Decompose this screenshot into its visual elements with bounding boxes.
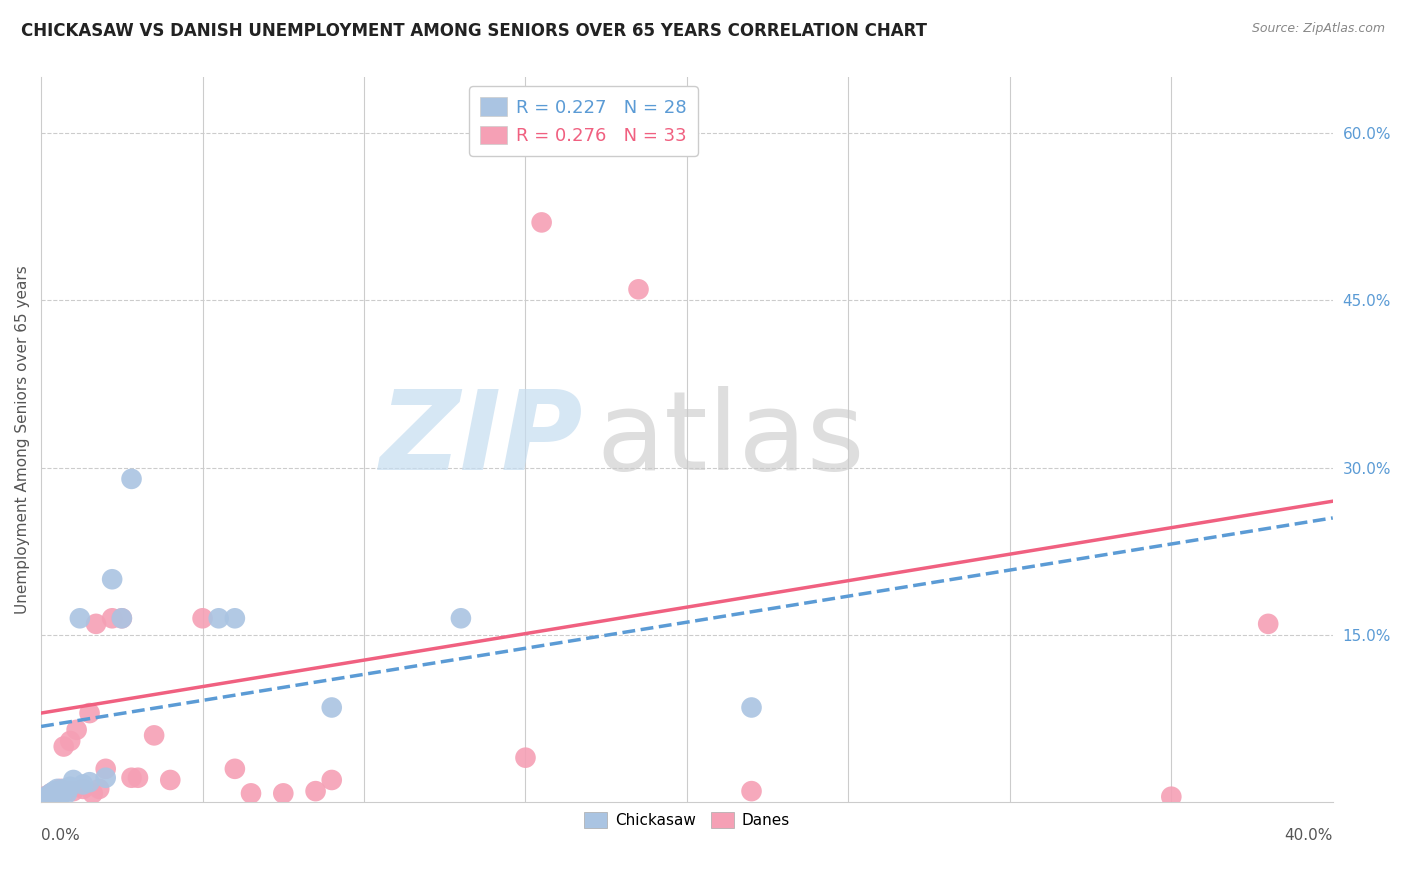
Legend: Chickasaw, Danes: Chickasaw, Danes (578, 806, 796, 835)
Point (79, 706, 101, 720)
Point (52, 739, 75, 754)
Point (143, 728, 166, 742)
Point (741, 784, 763, 798)
Point (121, 472, 143, 486)
Point (111, 611, 134, 625)
Point (42, 789, 65, 804)
Point (46, 786, 69, 800)
Point (82, 786, 104, 800)
Point (56, 784, 79, 798)
Point (69, 611, 91, 625)
Point (530, 215, 553, 229)
Point (94, 762, 117, 776)
Point (59, 734, 82, 748)
Point (240, 786, 263, 800)
Point (42, 784, 65, 798)
Point (72, 781, 94, 796)
Point (52, 781, 75, 796)
Point (37, 789, 59, 804)
Point (121, 771, 143, 785)
Point (37, 789, 59, 803)
Point (49, 781, 72, 796)
Point (37, 789, 59, 803)
Point (72, 777, 94, 791)
Point (84, 616, 107, 631)
Point (101, 572, 124, 586)
Point (321, 700, 343, 714)
Point (39, 786, 62, 800)
Point (224, 611, 246, 625)
Text: ZIP: ZIP (380, 386, 583, 493)
Point (627, 282, 650, 296)
Point (42, 788, 65, 802)
Point (49, 789, 72, 803)
Point (1257, 616, 1279, 631)
Point (46, 784, 69, 798)
Point (94, 771, 117, 785)
Point (101, 611, 124, 625)
Point (46, 781, 69, 796)
Point (304, 784, 326, 798)
Point (34, 790, 56, 805)
Y-axis label: Unemployment Among Seniors over 65 years: Unemployment Among Seniors over 65 years (15, 266, 30, 615)
Point (39, 786, 62, 800)
Text: CHICKASAW VS DANISH UNEMPLOYMENT AMONG SENIORS OVER 65 YEARS CORRELATION CHART: CHICKASAW VS DANISH UNEMPLOYMENT AMONG S… (21, 22, 927, 40)
Point (1160, 789, 1182, 804)
Point (208, 611, 231, 625)
Point (89, 781, 111, 796)
Point (741, 700, 763, 714)
Point (62, 772, 84, 787)
Point (79, 775, 101, 789)
Point (59, 780, 82, 794)
Point (159, 772, 181, 787)
Point (62, 784, 84, 798)
Point (34, 789, 56, 804)
Point (52, 784, 75, 798)
Point (49, 785, 72, 799)
Point (191, 611, 214, 625)
Point (66, 723, 89, 737)
Point (450, 611, 472, 625)
Point (515, 750, 537, 764)
Point (111, 611, 134, 625)
Point (271, 786, 294, 800)
Point (56, 786, 79, 800)
Text: 0.0%: 0.0% (41, 828, 80, 843)
Point (224, 762, 246, 776)
Point (321, 772, 343, 787)
Point (127, 771, 149, 785)
Text: atlas: atlas (596, 386, 865, 493)
Text: Source: ZipAtlas.com: Source: ZipAtlas.com (1251, 22, 1385, 36)
Text: 40.0%: 40.0% (1285, 828, 1333, 843)
Point (39, 788, 62, 802)
